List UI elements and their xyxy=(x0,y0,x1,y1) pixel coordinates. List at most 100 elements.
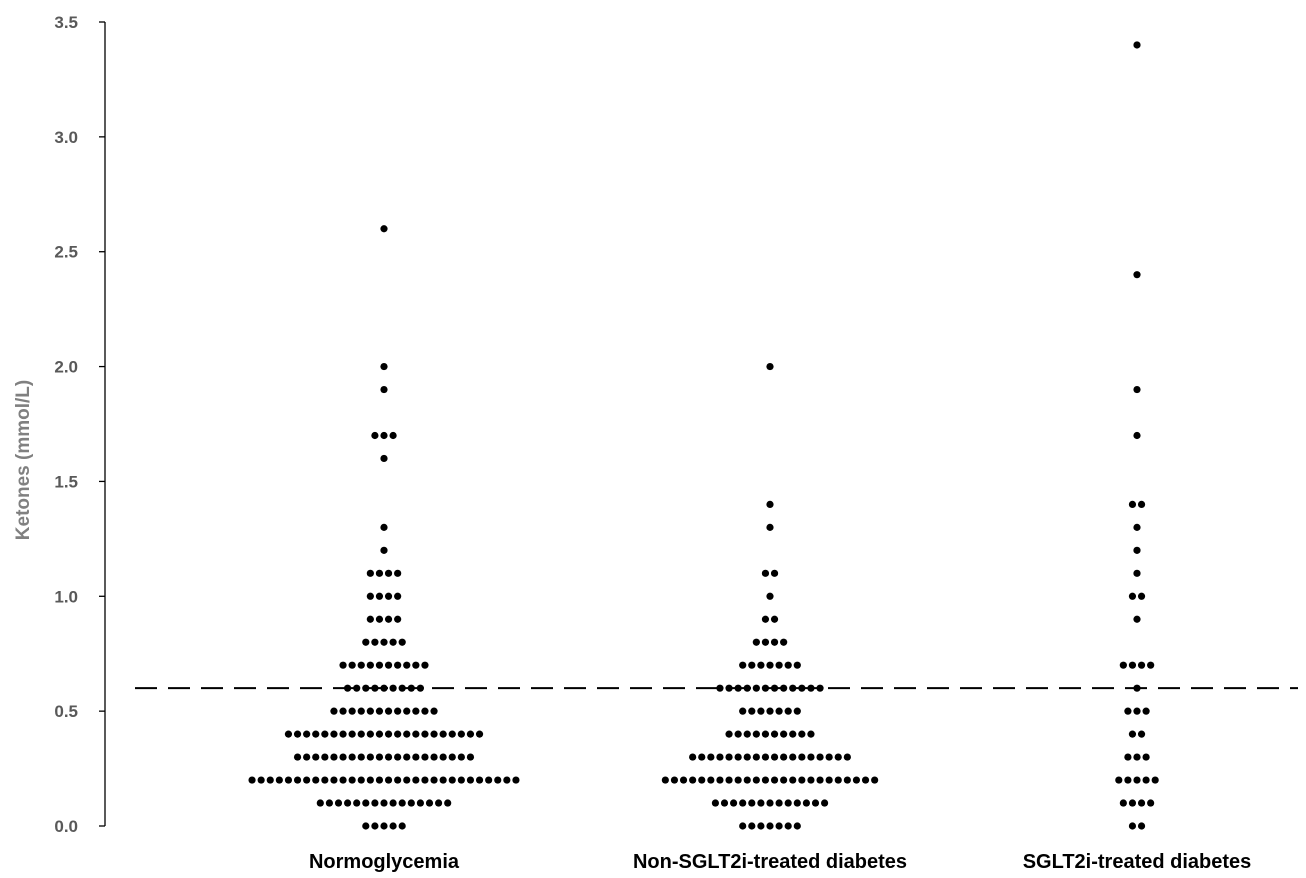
data-point xyxy=(430,776,438,784)
data-point xyxy=(798,753,806,761)
data-point xyxy=(734,776,742,784)
data-point xyxy=(412,730,420,738)
data-point xyxy=(757,707,765,715)
data-point xyxy=(375,569,384,577)
data-point xyxy=(670,776,679,784)
data-point xyxy=(784,661,792,669)
data-point xyxy=(389,431,397,440)
data-point xyxy=(793,822,801,830)
data-point xyxy=(1133,546,1141,554)
data-point xyxy=(766,592,774,600)
data-point xyxy=(344,799,352,807)
data-point xyxy=(303,776,311,784)
data-point xyxy=(357,661,365,669)
data-point xyxy=(275,776,283,784)
y-tick-label: 0.5 xyxy=(54,702,78,721)
data-point xyxy=(398,799,406,807)
data-point xyxy=(348,707,356,715)
data-point xyxy=(339,776,347,784)
data-point xyxy=(284,776,293,784)
data-point xyxy=(366,753,374,761)
data-point xyxy=(375,753,384,761)
data-point xyxy=(384,707,393,715)
data-point xyxy=(770,730,779,738)
data-point xyxy=(384,615,393,623)
data-point xyxy=(807,776,815,784)
series-0 xyxy=(248,225,520,830)
data-point xyxy=(466,753,475,761)
data-point xyxy=(766,523,774,531)
data-point xyxy=(371,638,379,646)
data-point xyxy=(1128,730,1137,738)
data-point xyxy=(380,546,388,554)
y-tick-label: 1.5 xyxy=(54,472,78,491)
data-point xyxy=(366,707,374,715)
data-point xyxy=(371,822,379,830)
data-point xyxy=(366,661,374,669)
data-point xyxy=(766,362,774,371)
data-point xyxy=(384,661,393,669)
data-point xyxy=(775,707,783,715)
data-point xyxy=(843,776,851,784)
data-point xyxy=(380,799,388,807)
data-point xyxy=(398,822,406,830)
data-point xyxy=(725,753,733,761)
data-point xyxy=(1147,661,1155,669)
data-point xyxy=(766,707,774,715)
data-point xyxy=(312,730,320,738)
data-point xyxy=(821,799,829,807)
data-point xyxy=(512,776,520,784)
data-point xyxy=(1133,523,1141,531)
data-point xyxy=(384,592,393,600)
data-point xyxy=(775,661,783,669)
data-point xyxy=(720,799,729,807)
data-point xyxy=(766,500,774,508)
data-point xyxy=(366,615,374,623)
series-2 xyxy=(1115,41,1159,830)
data-point xyxy=(739,822,747,830)
data-point xyxy=(348,753,356,761)
data-point xyxy=(303,753,311,761)
data-point xyxy=(1133,707,1141,715)
data-point xyxy=(1124,707,1132,715)
data-point xyxy=(825,753,833,761)
data-point xyxy=(707,776,715,784)
data-point xyxy=(1119,661,1127,669)
data-point xyxy=(689,776,697,784)
data-point xyxy=(284,730,293,738)
data-point xyxy=(357,753,365,761)
data-point xyxy=(357,730,365,738)
data-point xyxy=(325,799,333,807)
data-point xyxy=(353,799,361,807)
data-point xyxy=(375,661,384,669)
data-point xyxy=(348,661,356,669)
data-point xyxy=(775,799,783,807)
data-point xyxy=(362,638,370,646)
data-point xyxy=(380,523,388,531)
data-point xyxy=(421,661,429,669)
data-point xyxy=(1128,822,1137,830)
data-point xyxy=(816,684,824,692)
data-point xyxy=(384,776,393,784)
data-point xyxy=(748,661,756,669)
data-point xyxy=(384,753,393,761)
data-point xyxy=(816,753,824,761)
data-point xyxy=(770,569,779,577)
data-point xyxy=(789,684,797,692)
data-point xyxy=(457,776,465,784)
x-category-label: SGLT2i-treated diabetes xyxy=(1023,851,1252,873)
data-point xyxy=(257,776,265,784)
data-point xyxy=(793,661,801,669)
data-point xyxy=(366,569,374,577)
data-point xyxy=(439,730,447,738)
data-point xyxy=(1137,661,1146,669)
data-point xyxy=(793,799,801,807)
data-point xyxy=(757,799,765,807)
data-point xyxy=(380,638,388,646)
data-point xyxy=(766,822,774,830)
data-point xyxy=(303,730,311,738)
data-point xyxy=(425,799,434,807)
data-point xyxy=(321,753,329,761)
data-point xyxy=(816,776,824,784)
